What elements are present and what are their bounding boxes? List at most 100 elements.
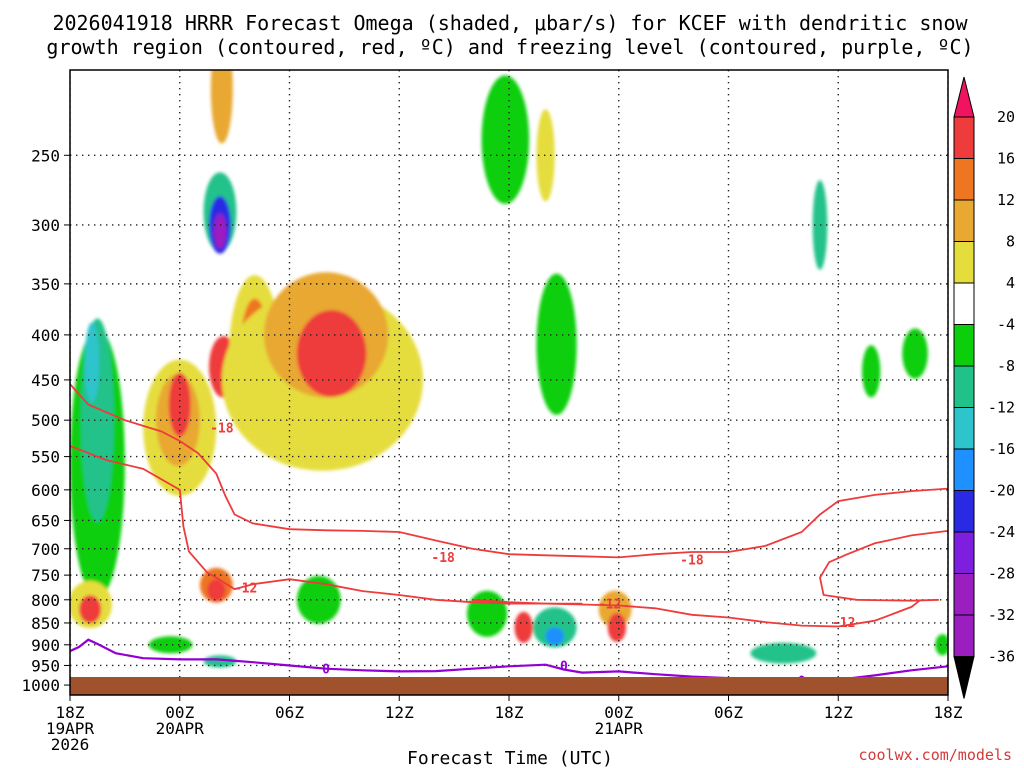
- y-tick-label: 450: [31, 371, 60, 390]
- omega-shade-region: [481, 75, 530, 204]
- colorbar-segment: [953, 365, 975, 408]
- dgz-bottom-3-contour-label: -12: [832, 616, 855, 631]
- colorbar-segment: [953, 614, 975, 657]
- contour-label: 0: [560, 659, 568, 674]
- colorbar-label: -32: [988, 606, 1015, 624]
- colorbar-label: 20: [997, 108, 1015, 126]
- omega-shade-region: [536, 273, 577, 416]
- omega-shade-region: [862, 345, 881, 398]
- colorbar-label: 4: [1006, 274, 1015, 292]
- omega-shade-region: [148, 636, 193, 654]
- chart-title-line-2: growth region (contoured, red, ºC) and f…: [46, 35, 973, 59]
- omega-shade-region: [536, 109, 555, 202]
- x-tick-label: 12Z: [385, 703, 414, 722]
- y-tick-label: 800: [31, 591, 60, 610]
- colorbar-segment: [953, 448, 975, 491]
- colorbar-bottom-arrow: [953, 656, 975, 699]
- contour-label: -12: [598, 598, 621, 613]
- dgz-top-contour: [70, 383, 948, 559]
- dgz-top-contour-label: -18: [431, 551, 455, 566]
- y-tick-label: 300: [31, 216, 60, 235]
- omega-shade-region: [466, 590, 508, 637]
- freezing-level-contour-label: 0: [322, 663, 330, 678]
- colorbar-segment: [953, 158, 975, 201]
- ground-terrain: [70, 677, 948, 695]
- colorbar-label: -16: [988, 440, 1015, 458]
- x-tick-label: 00Z: [604, 703, 633, 722]
- omega-shade-region: [750, 642, 817, 664]
- x-tick-label: 18Z: [56, 703, 85, 722]
- colorbar-label: 12: [997, 191, 1015, 209]
- x-tick-label: 06Z: [714, 703, 743, 722]
- omega-shade-region: [296, 575, 341, 624]
- contour-label: -18: [210, 422, 234, 437]
- omega-shade-region: [296, 310, 367, 397]
- omega-shade-region: [210, 70, 233, 144]
- x-tick-label: 00Z: [165, 703, 194, 722]
- chart-title-line-1: 2026041918 HRRR Forecast Omega (shaded, …: [52, 11, 968, 35]
- y-tick-label: 700: [31, 540, 60, 559]
- colorbar-top-arrow: [953, 76, 975, 118]
- omega-shade-region: [79, 595, 102, 624]
- y-tick-label: 250: [31, 146, 60, 165]
- omega-shade-region: [607, 612, 627, 642]
- colorbar-segment: [953, 199, 975, 242]
- colorbar-label: -24: [988, 523, 1015, 541]
- dgz-bottom-contour: [70, 445, 922, 628]
- omega-shade-region: [935, 634, 948, 656]
- colorbar-label: -36: [988, 648, 1015, 666]
- colorbar-label: 16: [997, 150, 1015, 168]
- omega-shade-region: [812, 180, 828, 270]
- colorbar-label: -20: [988, 482, 1015, 500]
- colorbar-label: -4: [997, 316, 1015, 334]
- colorbar-segment: [953, 282, 975, 325]
- omega-shade-region: [532, 607, 577, 648]
- omega-shade-region: [545, 627, 564, 645]
- colorbar: 20 16 12 8 4 -4 -8 -12 -16 -20 -24 -28 -32 -36: [953, 76, 1015, 699]
- colorbar-segment: [953, 324, 975, 367]
- y-tick-label: 850: [31, 614, 60, 633]
- y-axis-ticks: 250 300 350 400 450 500 550 600 650 700 750 800 850 9…: [21, 146, 70, 695]
- y-tick-label: 400: [31, 326, 60, 345]
- colorbar-segment: [953, 490, 975, 533]
- y-tick-label: 950: [31, 656, 60, 675]
- dgz-bottom-2-contour-label: -18: [680, 554, 704, 569]
- x-tick-label: 2026: [51, 735, 90, 754]
- colorbar-label: -28: [988, 565, 1015, 583]
- dgz-bottom-contour-label: -12: [234, 582, 257, 597]
- y-tick-label: 1000: [21, 676, 60, 695]
- dgz-bottom-3-contour: [472, 598, 583, 605]
- colorbar-label: 8: [1006, 233, 1015, 251]
- x-tick-label: 21APR: [595, 719, 644, 738]
- omega-shade-region: [84, 322, 100, 403]
- y-tick-label: 500: [31, 411, 60, 430]
- y-tick-label: 750: [31, 566, 60, 585]
- credit-label: coolwx.com/models: [858, 746, 1012, 764]
- colorbar-segment: [953, 573, 975, 616]
- x-tick-label: 18Z: [934, 703, 963, 722]
- x-tick-label: 19APR: [46, 719, 95, 738]
- y-tick-label: 650: [31, 511, 60, 530]
- colorbar-segment: [953, 407, 975, 450]
- x-tick-label: 06Z: [275, 703, 304, 722]
- omega-shade-region: [514, 611, 533, 643]
- colorbar-segment: [953, 531, 975, 574]
- y-tick-label: 600: [31, 481, 60, 500]
- plot-area: -18-12-18-12000-18-12: [69, 69, 949, 696]
- x-tick-label: 18Z: [495, 703, 524, 722]
- omega-shade-region: [207, 579, 226, 602]
- y-tick-label: 900: [31, 636, 60, 655]
- dgz-bottom-2-contour: [819, 530, 948, 602]
- colorbar-label: -8: [997, 357, 1015, 375]
- x-tick-label: 12Z: [824, 703, 853, 722]
- colorbar-label: -12: [988, 399, 1015, 417]
- omega-shade-region: [213, 213, 227, 249]
- x-axis-label: Forecast Time (UTC): [407, 748, 613, 768]
- y-tick-label: 350: [31, 275, 60, 294]
- x-tick-label: 20APR: [156, 719, 205, 738]
- colorbar-segment: [953, 241, 975, 284]
- omega-shade-region: [902, 328, 928, 379]
- colorbar-segment: [953, 116, 975, 159]
